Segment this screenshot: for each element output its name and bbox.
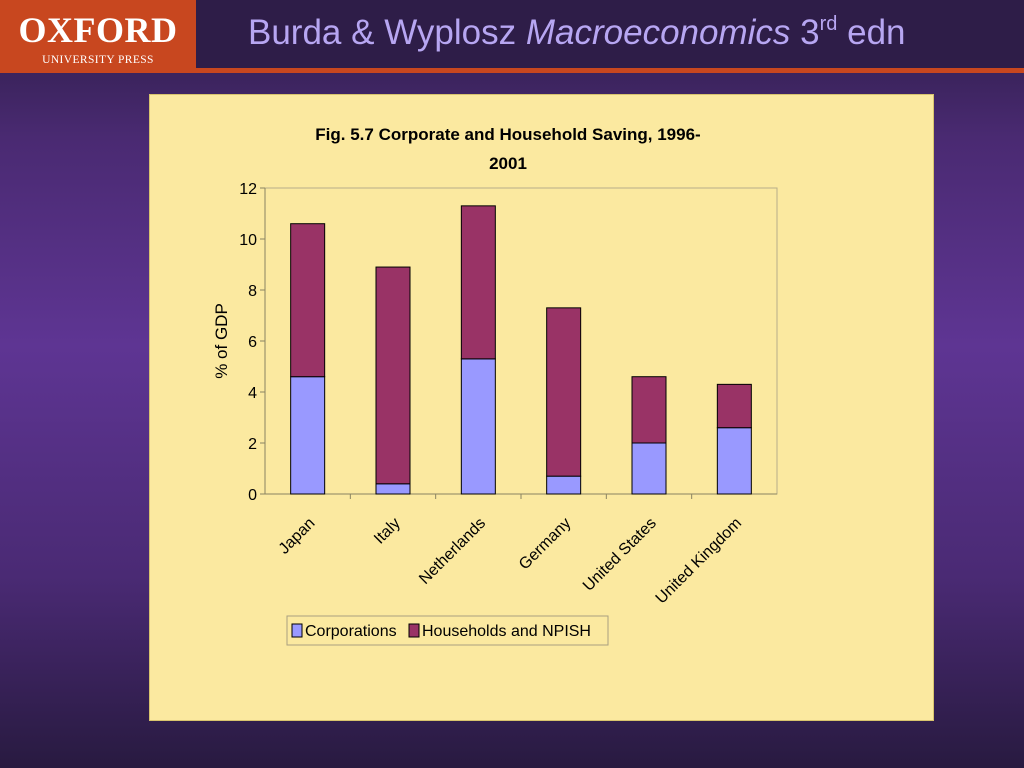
slide-title: Burda & Wyplosz Macroeconomics 3rd edn: [248, 10, 906, 56]
y-tick-label: 8: [248, 283, 257, 300]
x-tick-label: United States: [580, 515, 660, 595]
y-axis-label: % of GDP: [212, 303, 231, 379]
bar-corporations: [375, 483, 411, 495]
title-edition-label: edn: [837, 13, 906, 52]
x-tick-label: Italy: [371, 515, 404, 548]
y-tick-label: 2: [248, 436, 257, 453]
chart-title: 2001: [489, 154, 527, 173]
title-edition-suffix: rd: [819, 13, 838, 35]
bar-households: [375, 266, 411, 485]
bar-corporations: [546, 475, 582, 495]
title-authors: Burda & Wyplosz: [248, 13, 526, 52]
saving-chart: Fig. 5.7 Corporate and Household Saving,…: [212, 125, 778, 646]
legend-label-households: Households and NPISH: [422, 623, 591, 640]
bar-corporations: [631, 442, 667, 495]
legend-label-corporations: Corporations: [305, 623, 397, 640]
y-tick-label: 0: [248, 487, 257, 504]
plot-area: [264, 187, 778, 495]
header-divider: [0, 68, 1024, 73]
bar-corporations: [290, 376, 326, 495]
bar-households: [460, 205, 496, 360]
x-tick-label: Netherlands: [416, 515, 489, 588]
legend-swatch-corporations: [291, 623, 303, 638]
legend-swatch-households: [408, 623, 420, 638]
bar-households: [631, 376, 667, 444]
bar-households: [290, 223, 326, 378]
chart-panel: Fig. 5.7 Corporate and Household Saving,…: [149, 94, 934, 721]
title-book: Macroeconomics: [525, 13, 791, 52]
logo-subtitle: UNIVERSITY PRESS: [42, 54, 154, 66]
legend-box: [286, 615, 609, 646]
x-tick-label: Japan: [276, 515, 319, 558]
oxford-logo: OXFORD UNIVERSITY PRESS: [0, 0, 196, 72]
y-tick-label: 10: [239, 232, 257, 249]
bar-households: [716, 383, 752, 429]
y-tick-label: 12: [239, 181, 257, 198]
x-tick-label: United Kingdom: [653, 515, 746, 608]
bar-households: [546, 307, 582, 477]
bar-corporations: [716, 427, 752, 495]
logo-word: OXFORD: [18, 10, 178, 50]
title-edition-number: 3: [790, 13, 820, 52]
y-tick-label: 6: [248, 334, 257, 351]
chart-title: Fig. 5.7 Corporate and Household Saving,…: [315, 125, 700, 144]
y-tick-label: 4: [248, 385, 257, 402]
bar-corporations: [460, 358, 496, 495]
x-tick-label: Germany: [516, 515, 575, 574]
